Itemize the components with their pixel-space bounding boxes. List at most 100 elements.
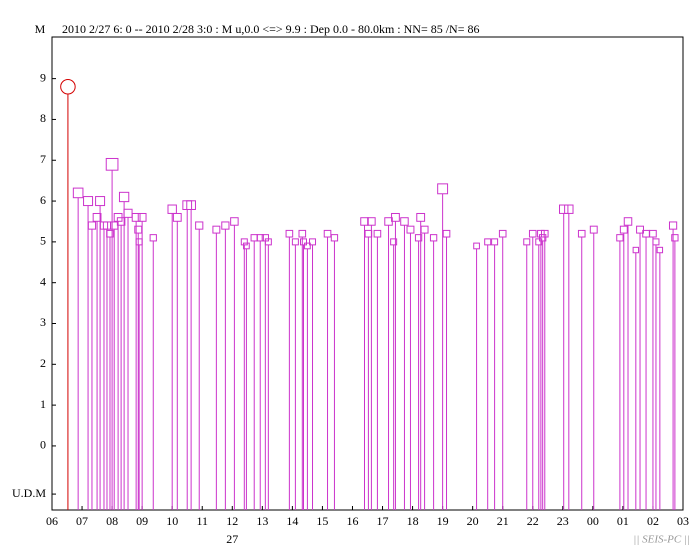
- event-marker: [632, 246, 640, 254]
- event-marker: [668, 221, 678, 230]
- event-marker: [528, 229, 537, 238]
- event-marker: [559, 204, 569, 214]
- event-marker: [473, 242, 480, 250]
- event-marker: [137, 212, 147, 222]
- x-tick-label: 23: [557, 514, 569, 528]
- event-marker: [360, 217, 369, 226]
- x-tick-label: 06: [46, 514, 58, 528]
- event-marker: [87, 221, 97, 230]
- event-marker: [564, 204, 574, 214]
- event-marker: [367, 217, 376, 226]
- event-marker: [484, 238, 492, 246]
- event-marker: [330, 234, 339, 242]
- event-marker: [656, 246, 664, 254]
- event-marker: [414, 234, 423, 242]
- footer: || SEIS-PC ||: [633, 534, 690, 546]
- event-marker: [535, 238, 543, 246]
- event-marker: [264, 238, 272, 246]
- event-marker: [99, 221, 109, 230]
- event-marker: [123, 208, 133, 218]
- event-marker: [221, 221, 230, 230]
- event-marker: [60, 79, 76, 95]
- y-tick-label: 0: [40, 438, 46, 452]
- x-tick-label: 22: [527, 514, 539, 528]
- event-marker: [400, 217, 409, 226]
- event-marker: [498, 229, 507, 238]
- x-tick-label: 21: [497, 514, 509, 528]
- event-marker: [420, 225, 429, 234]
- event-marker: [92, 212, 102, 222]
- event-marker: [309, 238, 317, 246]
- y-tick-label: 2: [40, 356, 46, 370]
- x-tick-label: 01: [617, 514, 629, 528]
- event-marker: [195, 221, 204, 230]
- event-marker: [212, 225, 221, 234]
- event-marker: [95, 196, 106, 207]
- event-marker: [539, 234, 547, 242]
- event-marker: [390, 238, 398, 246]
- event-marker: [577, 229, 586, 238]
- event-marker: [491, 238, 499, 246]
- x-tick-label: 07: [76, 514, 88, 528]
- x-tick-label: 20: [467, 514, 479, 528]
- x-tick-label: 16: [346, 514, 358, 528]
- event-marker: [102, 221, 112, 230]
- x-tick-label: 14: [286, 514, 298, 528]
- y-tick-label: 9: [40, 70, 46, 84]
- event-marker: [240, 238, 248, 246]
- event-marker: [291, 238, 299, 246]
- x-tick-label: 08: [106, 514, 118, 528]
- event-marker: [442, 229, 451, 238]
- event-marker: [105, 157, 119, 171]
- x-tick-label: 03: [677, 514, 689, 528]
- event-marker: [118, 191, 130, 203]
- x-tick-label: 13: [256, 514, 268, 528]
- y-tick-label: U.D.M: [12, 486, 46, 500]
- event-marker: [186, 200, 196, 210]
- x-tick-label: 00: [587, 514, 599, 528]
- x-tick-label: 17: [377, 514, 389, 528]
- event-marker: [299, 238, 307, 246]
- event-marker: [537, 229, 545, 238]
- event-marker: [116, 217, 126, 226]
- x-tick-label: 15: [316, 514, 328, 528]
- event-marker: [623, 217, 633, 226]
- event-marker: [636, 225, 644, 234]
- event-marker: [250, 234, 258, 242]
- x-tick-label: 18: [407, 514, 419, 528]
- event-marker: [652, 238, 660, 246]
- y-tick-label: 3: [40, 315, 46, 329]
- event-marker: [72, 187, 84, 199]
- event-marker: [131, 212, 141, 222]
- event-marker: [649, 229, 657, 238]
- x-tick-label: 19: [437, 514, 449, 528]
- event-marker: [106, 229, 114, 238]
- event-marker: [619, 225, 628, 234]
- x-tick-label: 10: [166, 514, 178, 528]
- event-marker: [437, 183, 449, 195]
- event-marker: [540, 229, 549, 238]
- event-marker: [589, 225, 598, 234]
- y-tick-label: 1: [40, 397, 46, 411]
- event-marker: [230, 217, 239, 226]
- chart-title: 2010 2/27 6: 0 -- 2010 2/28 3:0 : M u,0.…: [62, 22, 480, 36]
- event-marker: [135, 238, 143, 246]
- y-tick-label: 5: [40, 234, 46, 248]
- event-marker: [285, 229, 294, 238]
- plot-frame: [51, 36, 684, 511]
- y-tick-label: 7: [40, 152, 46, 166]
- event-marker: [149, 234, 157, 242]
- event-marker: [256, 234, 264, 242]
- event-marker: [364, 229, 373, 238]
- y-axis-label: M: [35, 22, 46, 36]
- x-tick-label: 12: [226, 514, 238, 528]
- event-marker: [243, 242, 250, 250]
- event-marker: [167, 204, 177, 214]
- event-marker: [323, 229, 332, 238]
- event-marker: [416, 212, 426, 222]
- event-marker: [304, 242, 311, 250]
- event-marker: [523, 238, 531, 246]
- event-marker: [671, 234, 679, 242]
- x-tick-label: 02: [647, 514, 659, 528]
